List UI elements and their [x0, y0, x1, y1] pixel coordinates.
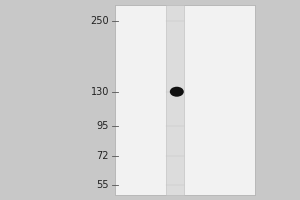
Text: 55: 55 [97, 180, 109, 190]
Text: 72: 72 [97, 151, 109, 161]
Bar [166, 5, 184, 195]
Ellipse shape [170, 87, 184, 97]
Text: 250: 250 [90, 16, 109, 26]
Text: 95: 95 [97, 121, 109, 131]
Bar [115, 5, 255, 195]
Text: 130: 130 [91, 87, 109, 97]
